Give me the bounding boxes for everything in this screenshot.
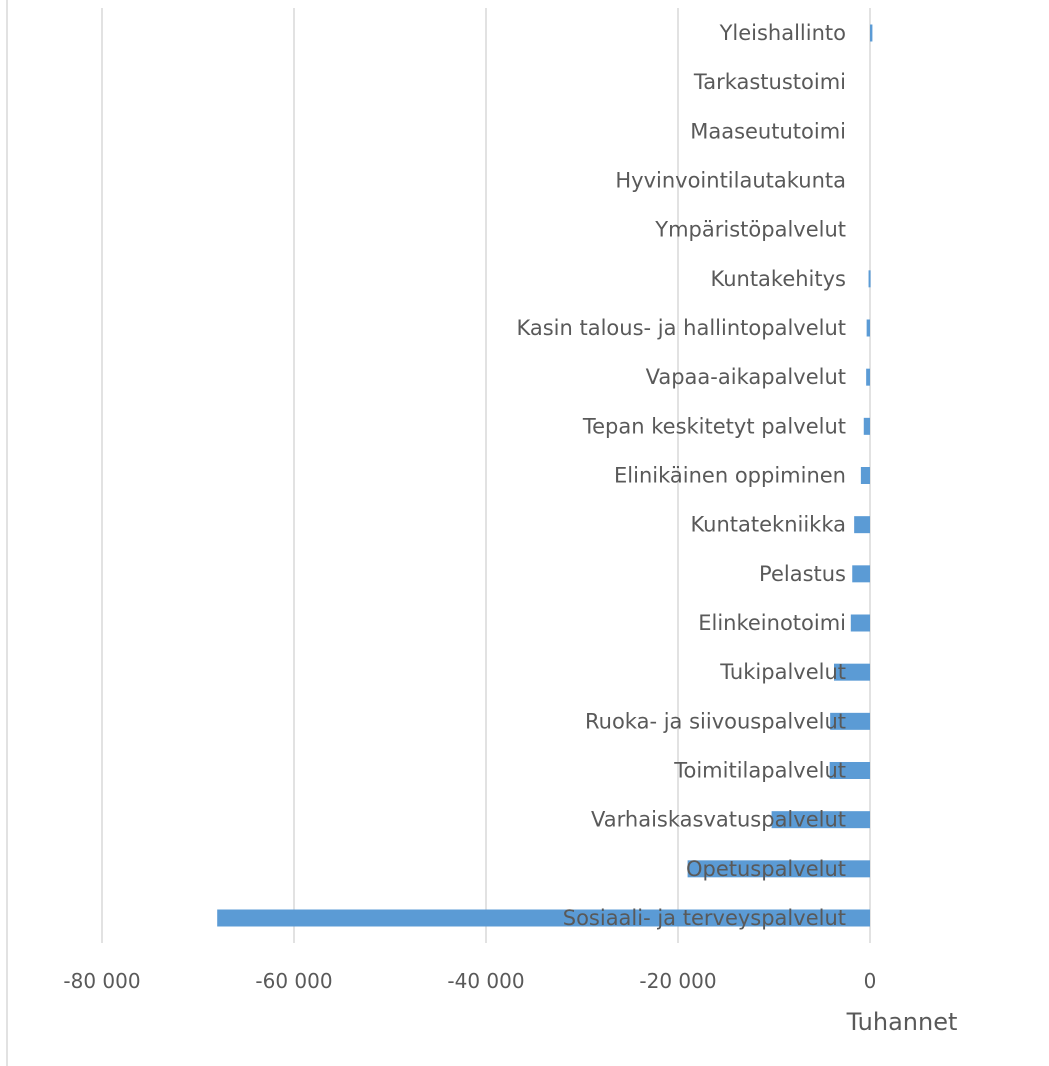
category-label: Elinikäinen oppiminen [614,464,846,488]
category-label: Vapaa-aikapalvelut [646,365,846,389]
category-labels: Yleishallinto Tarkastustoimi Maaseututoimi… [516,21,846,930]
category-label: Tukipalvelut [719,660,846,684]
category-label: Kuntatekniikka [690,513,846,537]
bar [863,417,870,435]
category-label: Opetuspalvelut [686,857,846,881]
bar [866,368,870,386]
bar [866,319,870,337]
category-label: Kasin talous- ja hallintopalvelut [516,316,846,340]
x-axis-ticks: -80 000 -60 000 -40 000 -20 000 0 [63,969,876,993]
x-tick-label: -40 000 [447,969,524,993]
bar [852,565,870,583]
category-label: Kuntakehitys [710,267,846,291]
category-label: Ympäristöpalvelut [654,218,846,242]
category-label: Toimitilapalvelut [673,759,846,783]
bar [829,762,870,779]
bar [870,24,873,42]
category-label: Ruoka- ja siivouspalvelut [585,709,846,733]
category-label: Tarkastustoimi [693,70,846,94]
bars [217,24,873,927]
x-tick-label: -60 000 [255,969,332,993]
x-tick-label: -80 000 [63,969,140,993]
bar [217,909,870,927]
x-axis-unit-label: Tuhannet [846,1008,958,1036]
x-tick-label: 0 [864,969,877,993]
bar [854,516,870,534]
bar [771,811,870,829]
category-label: Elinkeinotoimi [698,611,846,635]
category-label: Maaseututoimi [690,119,846,143]
bar [830,712,870,730]
bar [860,467,870,484]
bar [834,663,870,681]
bar [868,270,871,288]
category-label: Tepan keskitetyt palvelut [582,414,846,438]
category-label: Hyvinvointilautakunta [615,169,846,193]
category-label: Yleishallinto [719,21,846,45]
category-label: Sosiaali- ja terveyspalvelut [563,906,846,930]
bar [850,614,870,632]
x-tick-label: -20 000 [639,969,716,993]
category-label: Varhaiskasvatuspalvelut [591,808,846,832]
category-label: Pelastus [759,562,846,586]
bar [687,860,870,878]
